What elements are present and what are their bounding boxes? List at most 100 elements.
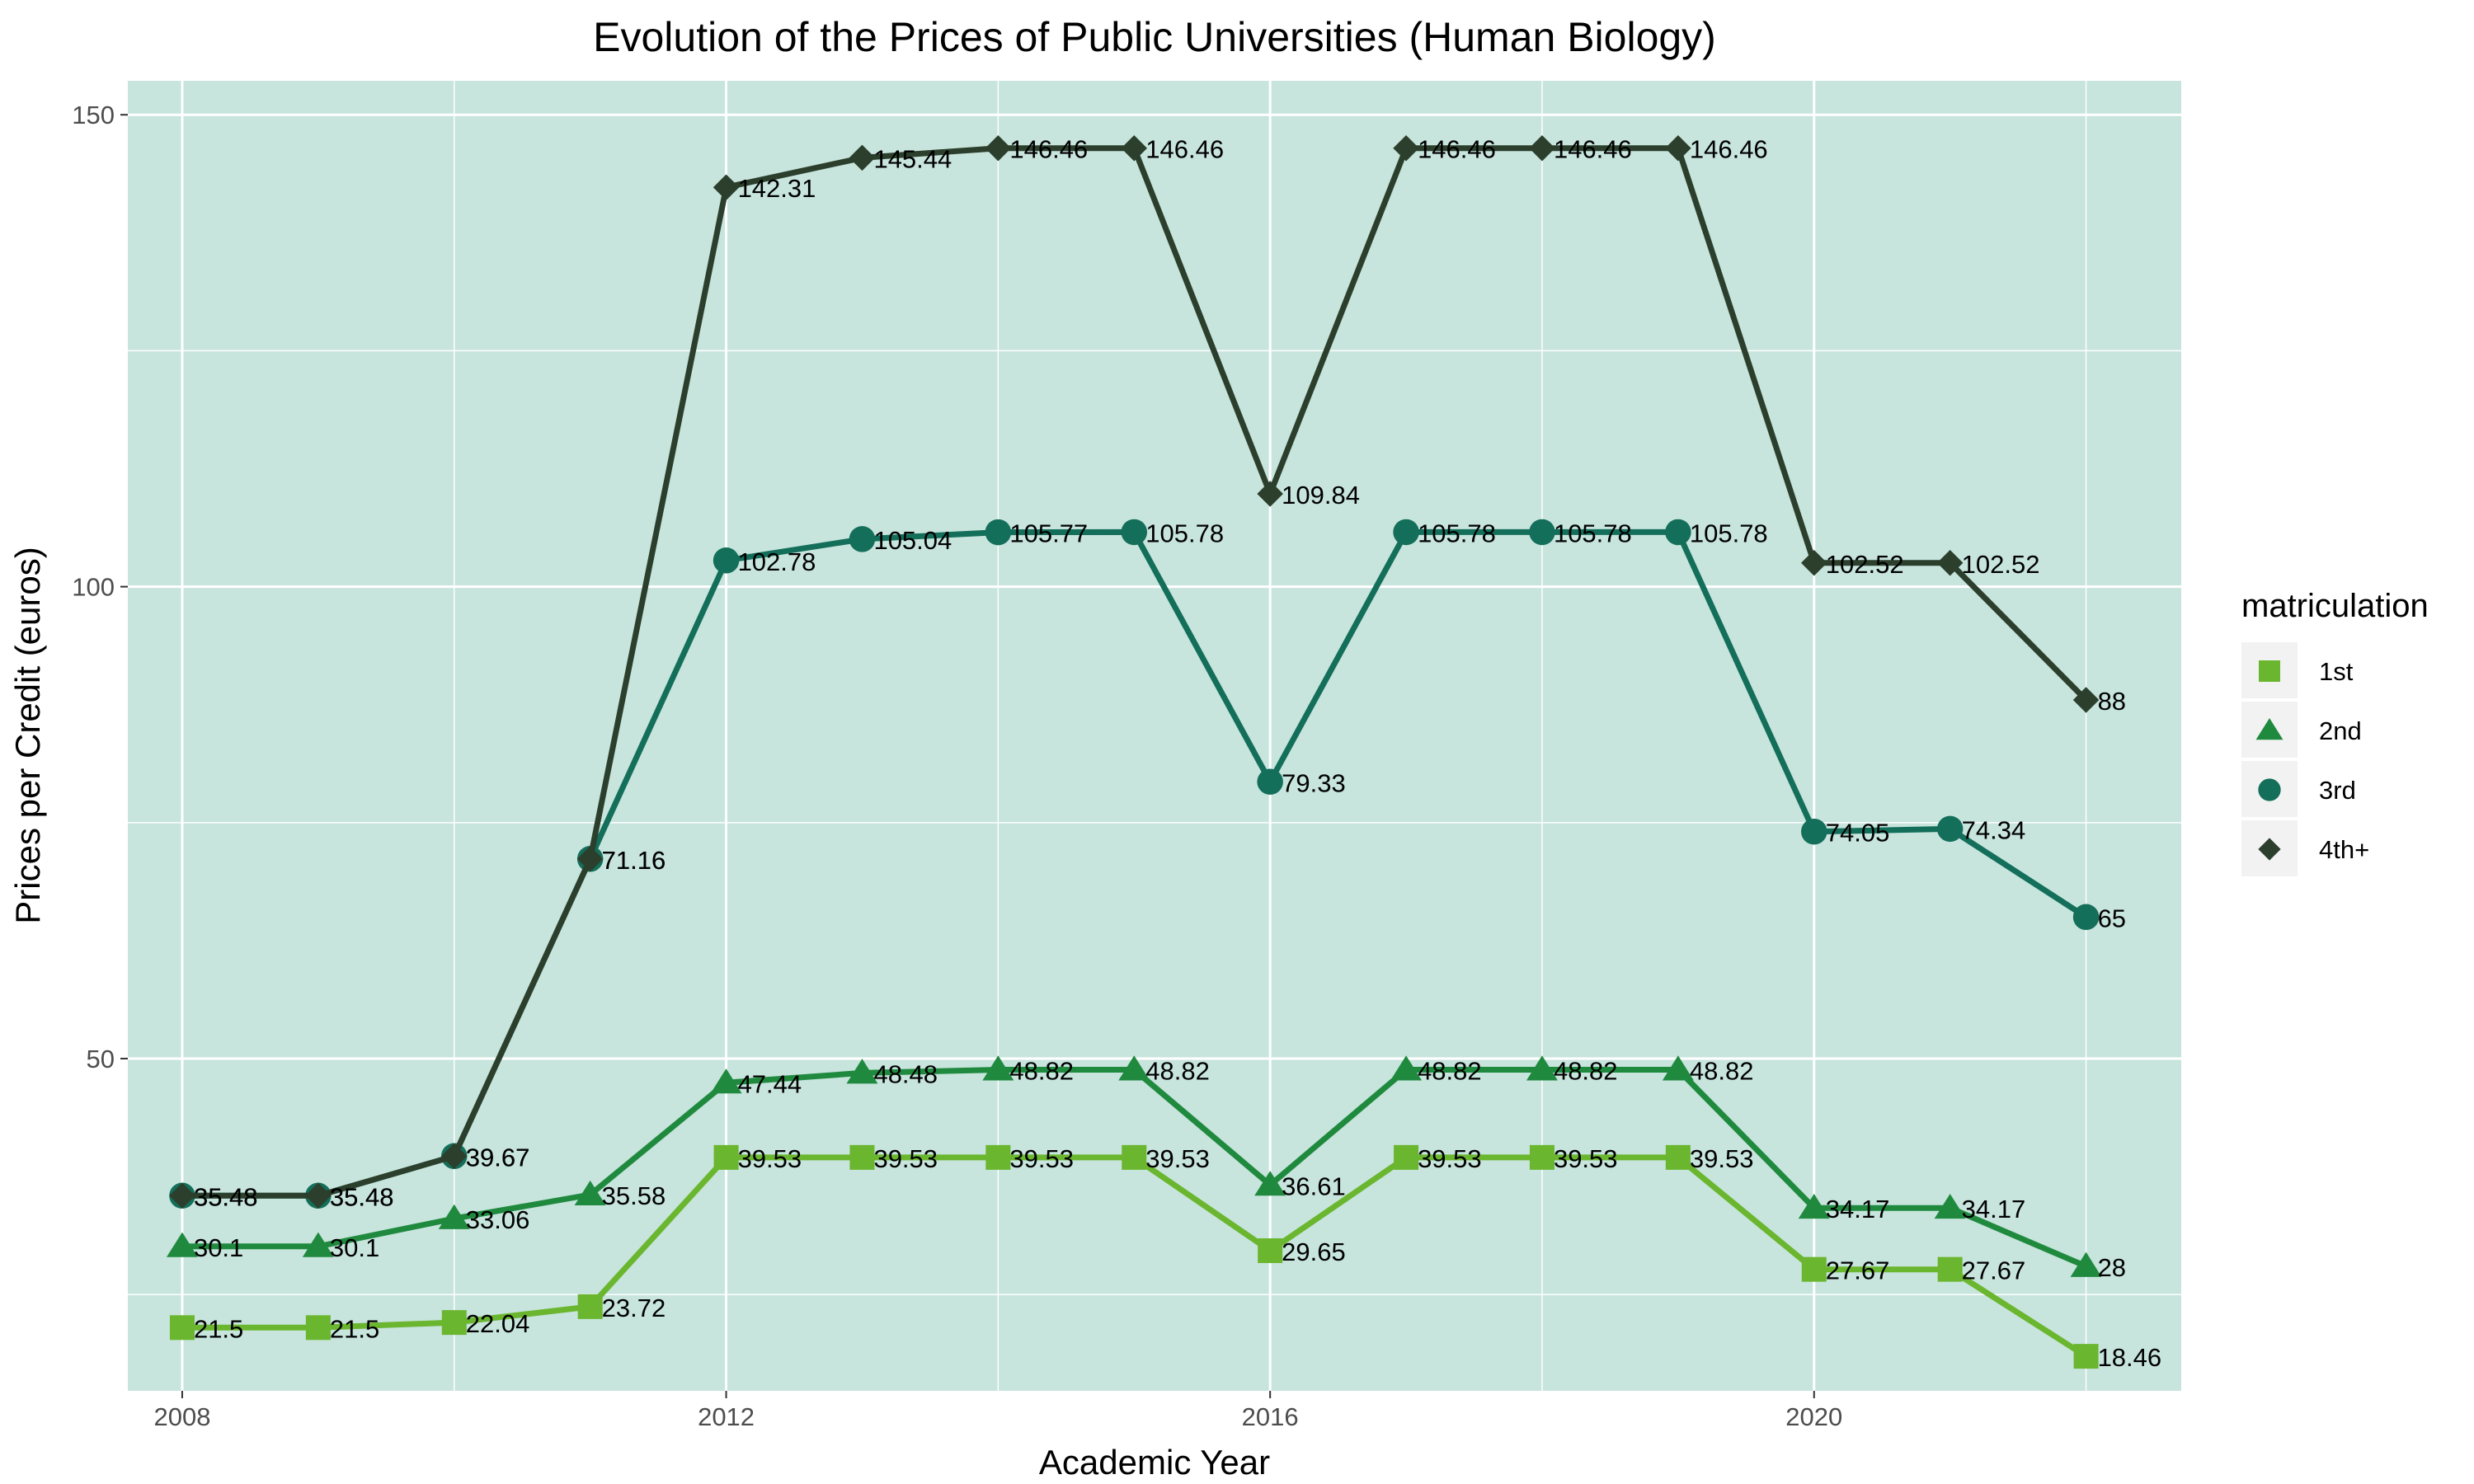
- y-tick-label: 150: [72, 101, 115, 129]
- data-label: 48.82: [1418, 1057, 1482, 1086]
- data-label: 48.82: [1690, 1057, 1754, 1086]
- data-label: 146.46: [1554, 135, 1632, 164]
- data-label: 74.34: [1962, 815, 2026, 844]
- data-label: 48.82: [1554, 1057, 1618, 1086]
- y-tick-label: 50: [87, 1045, 115, 1073]
- data-point: [2070, 1252, 2102, 1277]
- data-label: 21.5: [330, 1314, 379, 1343]
- data-point: [1934, 1193, 1966, 1219]
- data-label: 34.17: [1826, 1195, 1890, 1223]
- data-label: 146.46: [1418, 135, 1496, 164]
- data-point: [846, 1059, 878, 1084]
- x-tick-label: 2016: [1242, 1402, 1299, 1431]
- data-point: [985, 134, 1012, 162]
- data-point: [1394, 1144, 1419, 1170]
- data-label: 30.1: [330, 1233, 379, 1262]
- data-label: 39.67: [466, 1143, 530, 1172]
- data-point: [1122, 1144, 1147, 1170]
- data-point: [1258, 1237, 1283, 1263]
- data-point: [2072, 904, 2100, 931]
- data-point: [713, 174, 740, 200]
- data-label: 39.53: [1554, 1144, 1618, 1173]
- data-point: [169, 1182, 195, 1209]
- data-point: [1118, 1055, 1150, 1081]
- data-label: 48.82: [1009, 1057, 1074, 1086]
- data-point: [1801, 550, 1827, 576]
- data-label: 146.46: [1009, 135, 1088, 164]
- data-labels: 21.5 21.5 22.04 23.72 39.53 39.53 39.53 39.53 29…: [194, 135, 2161, 1372]
- data-label: 47.44: [738, 1069, 802, 1098]
- data-label: 105.04: [873, 526, 952, 555]
- data-label: 102.78: [738, 547, 816, 576]
- data-label: 29.65: [1282, 1237, 1346, 1266]
- data-label: 102.52: [1826, 550, 1904, 579]
- legend-key-square-icon: [2259, 660, 2280, 682]
- data-label: 30.1: [194, 1233, 243, 1262]
- data-point: [1798, 1193, 1830, 1219]
- y-axis: 50 100 150: [72, 101, 128, 1073]
- data-point: [1257, 481, 1283, 507]
- data-label: 39.53: [1690, 1144, 1754, 1173]
- data-label: 71.16: [602, 846, 666, 875]
- data-label: 145.44: [873, 144, 952, 173]
- data-label: 21.5: [194, 1314, 243, 1343]
- data-point: [985, 519, 1012, 546]
- data-label: 35.58: [602, 1181, 666, 1210]
- data-point: [1665, 519, 1691, 546]
- data-point: [849, 526, 876, 552]
- data-point: [1936, 815, 1964, 843]
- series-4th: [169, 134, 2100, 1209]
- legend-key-triangle-icon: [2255, 718, 2284, 740]
- data-point: [982, 1055, 1014, 1081]
- data-label: 39.67: [466, 1143, 530, 1172]
- data-label: 22.04: [466, 1309, 530, 1338]
- data-label: 35.48: [330, 1182, 394, 1211]
- data-point: [441, 1143, 468, 1170]
- data-label: 146.46: [1145, 135, 1224, 164]
- data-point: [1529, 1144, 1554, 1170]
- data-point: [166, 1232, 198, 1257]
- data-label: 146.46: [1690, 135, 1768, 164]
- legend-label: 2nd: [2319, 716, 2362, 745]
- data-label: 74.05: [1826, 819, 1890, 848]
- data-point: [1529, 134, 1555, 162]
- data-label: 39.53: [738, 1144, 802, 1173]
- data-point: [1390, 1055, 1423, 1081]
- data-label: 71.16: [602, 846, 666, 875]
- data-label: 27.67: [1826, 1256, 1890, 1285]
- data-point: [1393, 519, 1419, 546]
- data-label: 18.46: [2098, 1343, 2162, 1372]
- data-point: [1801, 818, 1827, 845]
- data-point: [849, 144, 876, 171]
- data-label: 105.78: [1418, 519, 1496, 547]
- data-label: 65: [2098, 904, 2126, 932]
- data-point: [576, 846, 604, 872]
- legend-label: 1st: [2319, 657, 2354, 686]
- x-axis: 2008 2012 2016 2020: [153, 1391, 1842, 1431]
- data-label: 23.72: [602, 1294, 666, 1322]
- data-point: [1257, 768, 1283, 796]
- data-label: 105.78: [1690, 519, 1768, 547]
- data-point: [1526, 1055, 1558, 1081]
- data-point: [1529, 519, 1555, 546]
- chart-title: Evolution of the Prices of Public Univer…: [593, 14, 1716, 60]
- data-label: 35.48: [194, 1182, 258, 1211]
- data-label: 109.84: [1282, 481, 1360, 510]
- series-1st: [169, 1144, 2099, 1369]
- data-point: [577, 1294, 603, 1319]
- data-label: 48.48: [873, 1059, 938, 1088]
- data-point: [1801, 1256, 1827, 1282]
- data-point: [985, 1144, 1011, 1170]
- data-label: 39.53: [1145, 1144, 1210, 1173]
- data-point: [849, 1144, 875, 1170]
- data-point: [169, 1315, 195, 1341]
- data-label: 142.31: [738, 174, 816, 203]
- grid: [128, 81, 2181, 1391]
- data-label: 79.33: [1282, 768, 1346, 797]
- y-axis-title: Prices per Credit (euros): [8, 547, 47, 923]
- data-point: [441, 1310, 467, 1336]
- data-point: [1665, 134, 1691, 162]
- data-point: [1121, 134, 1148, 162]
